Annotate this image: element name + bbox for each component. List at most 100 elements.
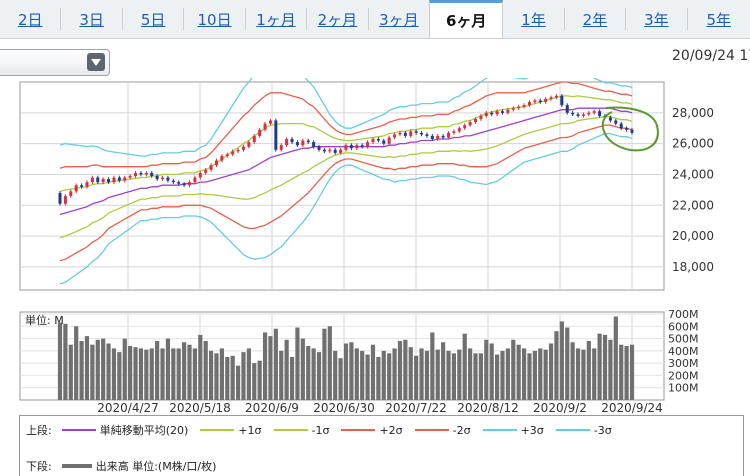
volume-bar [446, 350, 451, 400]
candle-body [376, 139, 380, 141]
volume-bar [316, 352, 322, 400]
candle-body [430, 135, 434, 140]
candle-body [490, 112, 494, 115]
x-tick-label: 2020/6/30 [313, 401, 375, 414]
tab-period-9[interactable]: 2年 [582, 10, 608, 29]
volume-bar [289, 357, 295, 400]
candle-body [247, 142, 251, 147]
candle-body [301, 140, 305, 146]
legend-item-upper-0: 単純移動平均(20) [61, 422, 188, 438]
candle-body [80, 185, 84, 187]
tab-period-7[interactable]: 6ヶ月 [429, 0, 504, 38]
candle-body [436, 135, 440, 140]
volume-bar [214, 353, 219, 400]
candle-body [614, 120, 618, 124]
volume-bar [268, 336, 273, 400]
volume-bar [111, 348, 117, 400]
tab-separator [183, 8, 185, 30]
vol-y-tick-label: 600M [668, 320, 699, 333]
band-2-lower-line [59, 124, 633, 262]
y-tick-label: 26,000 [672, 137, 714, 151]
band-2-upper-line [59, 81, 633, 169]
volume-bar [500, 350, 505, 400]
period-tab-bar: 2日 3日 5日 10日 1ヶ月 2ヶ月 3ヶ月 6ヶ月 1年 2年 3年 5年 [0, 0, 750, 39]
candle-body [252, 135, 256, 143]
volume-bar [462, 333, 467, 400]
tab-separator [625, 8, 627, 30]
candle-body [371, 139, 375, 143]
candle-body [484, 112, 488, 116]
tab-separator [60, 8, 62, 30]
volume-bar [149, 348, 154, 400]
tab-period-5[interactable]: 2ヶ月 [317, 10, 358, 29]
volume-bar [435, 349, 440, 400]
volume-bar [279, 350, 284, 400]
volume-bar [532, 350, 537, 400]
chart-legend: 上段: 単純移動平均(20) +1σ -1σ +2σ -2σ +3σ -3σ 下段: 出来高… [19, 415, 744, 476]
candle-body [581, 114, 585, 116]
volume-bar [570, 342, 575, 400]
y-tick-label: 24,000 [672, 167, 714, 181]
volume-bar [262, 332, 268, 400]
volume-bar [548, 343, 554, 400]
volume-bar [155, 341, 160, 400]
volume-bar [230, 355, 235, 400]
volume-bar [392, 348, 397, 400]
volume-bar [478, 353, 484, 400]
candle-body [134, 172, 138, 176]
volume-bar [246, 348, 251, 400]
candle-body [279, 145, 283, 150]
tab-period-6[interactable]: 3ヶ月 [379, 10, 419, 29]
volume-bar [203, 341, 208, 400]
tab-period-11[interactable]: 5年 [706, 10, 732, 29]
candle-body [290, 139, 294, 143]
candle-body [198, 172, 202, 178]
chart-type-dropdown[interactable] [0, 49, 110, 76]
candle-body [452, 131, 456, 133]
tab-separator [244, 8, 246, 30]
candle-body [549, 97, 553, 99]
candle-body [409, 131, 413, 136]
volume-bar [306, 345, 311, 400]
volume-bar [192, 348, 198, 400]
volume-bar [322, 328, 327, 400]
tab-period-0[interactable]: 2日 [17, 10, 43, 29]
legend-swatch [414, 429, 449, 431]
candle-body [554, 95, 558, 98]
tab-period-3[interactable]: 10日 [197, 10, 232, 29]
legend-label: -3σ [593, 423, 612, 437]
volume-bar [295, 327, 300, 400]
volume-bar [451, 353, 457, 400]
volume-bar [397, 341, 403, 400]
volume-bar [219, 348, 224, 400]
chevron-down-icon[interactable] [87, 53, 105, 71]
candle-body [441, 135, 445, 138]
volume-bar [74, 326, 79, 400]
legend-label: 出来高 単位:(M株/口/枚) [95, 460, 217, 473]
candle-body [96, 177, 100, 183]
tab-period-1[interactable]: 3日 [79, 10, 104, 29]
tab-period-10[interactable]: 3年 [644, 10, 669, 29]
annotation-circle [601, 106, 659, 152]
candle-body [538, 100, 542, 103]
candle-body [500, 111, 504, 113]
volume-bar [160, 348, 165, 400]
candle-body [608, 117, 612, 121]
tab-period-2[interactable]: 5日 [140, 10, 166, 29]
volume-bar [586, 341, 591, 400]
candle-body [527, 102, 531, 106]
x-tick-label: 2020/9/2 [533, 401, 587, 414]
volume-bar [95, 339, 100, 400]
candle-body [522, 105, 526, 107]
legend-item-upper-4: -2σ [414, 422, 471, 438]
volume-bar [516, 344, 521, 400]
vol-y-tick-label: 100M [668, 382, 699, 395]
volume-bar [414, 355, 419, 400]
candle-body [171, 180, 175, 183]
candle-body [101, 179, 105, 183]
tab-period-8[interactable]: 1年 [521, 10, 546, 29]
candle-body [107, 179, 111, 183]
tab-period-4[interactable]: 1ヶ月 [256, 10, 296, 29]
volume-bar [613, 316, 618, 400]
volume-bar [79, 341, 84, 400]
